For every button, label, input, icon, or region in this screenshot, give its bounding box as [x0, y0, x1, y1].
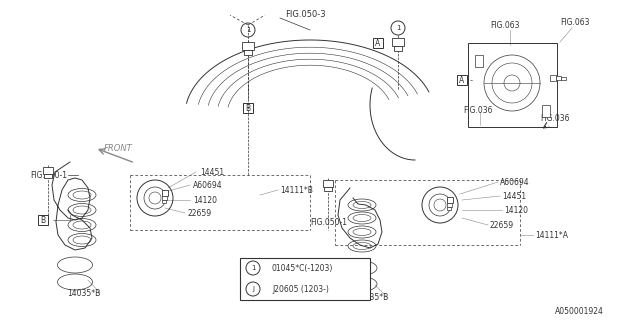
Bar	[561, 77, 566, 80]
Text: FIG.050-3: FIG.050-3	[285, 10, 326, 19]
Text: A60694: A60694	[193, 180, 223, 189]
Bar	[542, 105, 550, 117]
Bar	[242, 42, 254, 50]
Text: FIG.050-1: FIG.050-1	[310, 218, 347, 227]
Text: 1: 1	[251, 265, 255, 271]
Bar	[475, 55, 483, 67]
Text: 22659: 22659	[187, 209, 211, 218]
Text: A050001924: A050001924	[555, 308, 604, 316]
Text: FIG.063: FIG.063	[490, 20, 520, 29]
Text: 14120: 14120	[193, 196, 217, 204]
Text: 14451: 14451	[502, 191, 526, 201]
Bar	[447, 197, 453, 203]
Text: 14035*B: 14035*B	[355, 293, 388, 302]
Bar	[244, 50, 252, 55]
Text: B: B	[245, 103, 251, 113]
Text: FIG.036: FIG.036	[540, 114, 570, 123]
Bar	[162, 196, 167, 200]
Bar	[324, 187, 332, 191]
Bar	[43, 167, 53, 174]
Text: FRONT: FRONT	[104, 143, 132, 153]
Text: 22659: 22659	[490, 220, 514, 229]
Bar	[447, 203, 452, 207]
Text: FIG.050-1: FIG.050-1	[30, 171, 67, 180]
Bar	[162, 190, 168, 196]
Text: 01045*C(-1203): 01045*C(-1203)	[272, 263, 333, 273]
Text: A60694: A60694	[500, 178, 530, 187]
Text: A: A	[376, 38, 381, 47]
Text: 1: 1	[396, 25, 400, 31]
Text: FIG.063: FIG.063	[560, 18, 589, 27]
Text: A: A	[460, 76, 465, 84]
Text: FIG.036: FIG.036	[463, 106, 493, 115]
Bar	[44, 174, 52, 178]
Bar	[162, 200, 166, 203]
Text: 14035*B: 14035*B	[67, 289, 100, 298]
Text: 14111*A: 14111*A	[535, 230, 568, 239]
Bar	[323, 180, 333, 187]
Bar	[392, 38, 404, 46]
Bar	[394, 46, 402, 51]
Text: 14451: 14451	[200, 167, 224, 177]
FancyBboxPatch shape	[240, 258, 370, 300]
Text: 14120: 14120	[504, 205, 528, 214]
Text: 14111*B: 14111*B	[280, 186, 313, 195]
Text: B: B	[40, 215, 45, 225]
Text: J20605 (1203-): J20605 (1203-)	[272, 284, 329, 293]
Bar	[556, 76, 561, 80]
Bar	[550, 75, 556, 81]
Text: 1: 1	[246, 27, 250, 33]
Text: J: J	[252, 286, 254, 292]
Bar	[447, 207, 451, 210]
